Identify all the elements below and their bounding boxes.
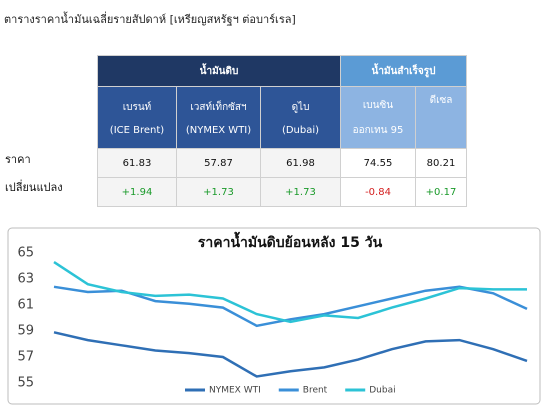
chart-frame: [7, 227, 541, 405]
cell: 74.55: [340, 148, 416, 178]
legend-label: Brent: [303, 386, 328, 396]
cell: -0.84: [340, 177, 416, 207]
chart-title: ราคาน้ำมันดิบย้อนหลัง 15 วัน: [198, 231, 383, 251]
header-line: (Dubai): [281, 124, 320, 136]
cell: +1.73: [176, 177, 261, 207]
row-label: ราคา: [5, 153, 31, 166]
cell: 80.21: [415, 148, 467, 178]
header-line: ดูไบ: [291, 101, 310, 113]
header-line: (ICE Brent): [109, 124, 165, 136]
header-line: เบรนท์: [122, 101, 152, 113]
heading: ตารางราคาน้ำมันเฉลี่ยรายสัปดาห์ [เหรียญส…: [4, 13, 296, 26]
series-line: [53, 331, 528, 378]
column-header: ดูไบ (Dubai): [260, 86, 341, 149]
y-tick-label: 65: [17, 246, 34, 261]
column-header: เวสท์เท็กซัสฯ (NYMEX WTI): [176, 86, 261, 149]
price-table: น้ำมันดิบ น้ำมันสำเร็จรูป เบรนท์ (ICE Bre…: [97, 55, 467, 207]
header-line: (NYMEX WTI): [185, 124, 252, 136]
cell: +0.17: [415, 177, 467, 207]
header-line: ออกเทน 95: [352, 124, 404, 136]
legend-label: Dubai: [369, 386, 395, 396]
y-tick-label: 59: [17, 324, 34, 339]
group-header: น้ำมันดิบ: [97, 55, 341, 87]
cell: +1.73: [260, 177, 341, 207]
header-line: เวสท์เท็กซัสฯ: [190, 101, 247, 113]
cell: 61.98: [260, 148, 341, 178]
header-line: ดีเซล: [429, 95, 453, 106]
column-header: เบนซินออกเทน 95: [340, 86, 416, 149]
cell: 61.83: [97, 148, 177, 178]
row-label: เปลี่ยนแปลง: [5, 181, 63, 194]
cell: 57.87: [176, 148, 261, 178]
y-tick-label: 63: [17, 272, 34, 287]
legend-label: NYMEX WTI: [209, 386, 261, 396]
y-tick-label: 61: [17, 298, 34, 313]
y-tick-label: 55: [17, 376, 34, 391]
column-header: เบรนท์ (ICE Brent): [97, 86, 177, 149]
y-tick-label: 57: [17, 350, 34, 365]
header-line: เบนซิน: [362, 99, 394, 111]
cell: +1.94: [97, 177, 177, 207]
column-header: ดีเซล: [415, 86, 467, 149]
series-line: [53, 261, 527, 324]
